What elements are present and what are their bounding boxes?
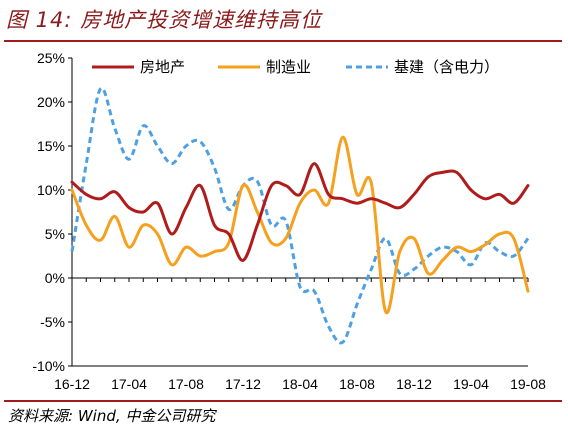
series-line-2 (70, 86, 530, 345)
series-line-0 (70, 162, 530, 262)
y-tick-label: 15% (37, 138, 65, 154)
x-tick-label: 18-08 (339, 376, 375, 392)
x-tick-label: 19-04 (453, 376, 489, 392)
y-tick-label: 5% (45, 226, 65, 242)
y-tick-label: -5% (40, 314, 65, 330)
legend-label-0: 房地产 (140, 58, 185, 76)
x-tick-label: 16-12 (54, 376, 90, 392)
x-tick-label: 18-12 (396, 376, 432, 392)
legend: 房地产 制造业 基建（含电力） (92, 58, 499, 76)
source-note: 资料来源: Wind, 中金公司研究 (8, 407, 216, 425)
x-tick-label: 17-12 (225, 376, 261, 392)
title-divider (4, 40, 562, 42)
x-tick-label: 17-08 (168, 376, 204, 392)
axes: -10% -5% 0% 5% 10% 15% 20% 25% 16-12 17-04 17-08 17… (32, 50, 546, 392)
x-tick-label: 18-04 (282, 376, 318, 392)
y-tick-label: 25% (37, 50, 65, 66)
legend-label-2: 基建（含电力） (394, 58, 499, 76)
source-divider (4, 400, 562, 402)
series-line-1 (70, 135, 530, 315)
series-layer (70, 86, 530, 345)
y-tick-label: 20% (37, 94, 65, 110)
x-tick-label: 19-08 (510, 376, 546, 392)
legend-label-1: 制造业 (266, 58, 311, 76)
y-tick-label: 0% (45, 270, 65, 286)
x-tick-label: 17-04 (111, 376, 147, 392)
y-tick-label: 10% (37, 182, 65, 198)
y-tick-label: -10% (32, 358, 65, 374)
chart-title: 图 14: 房地产投资增速维持高位 (6, 8, 323, 32)
